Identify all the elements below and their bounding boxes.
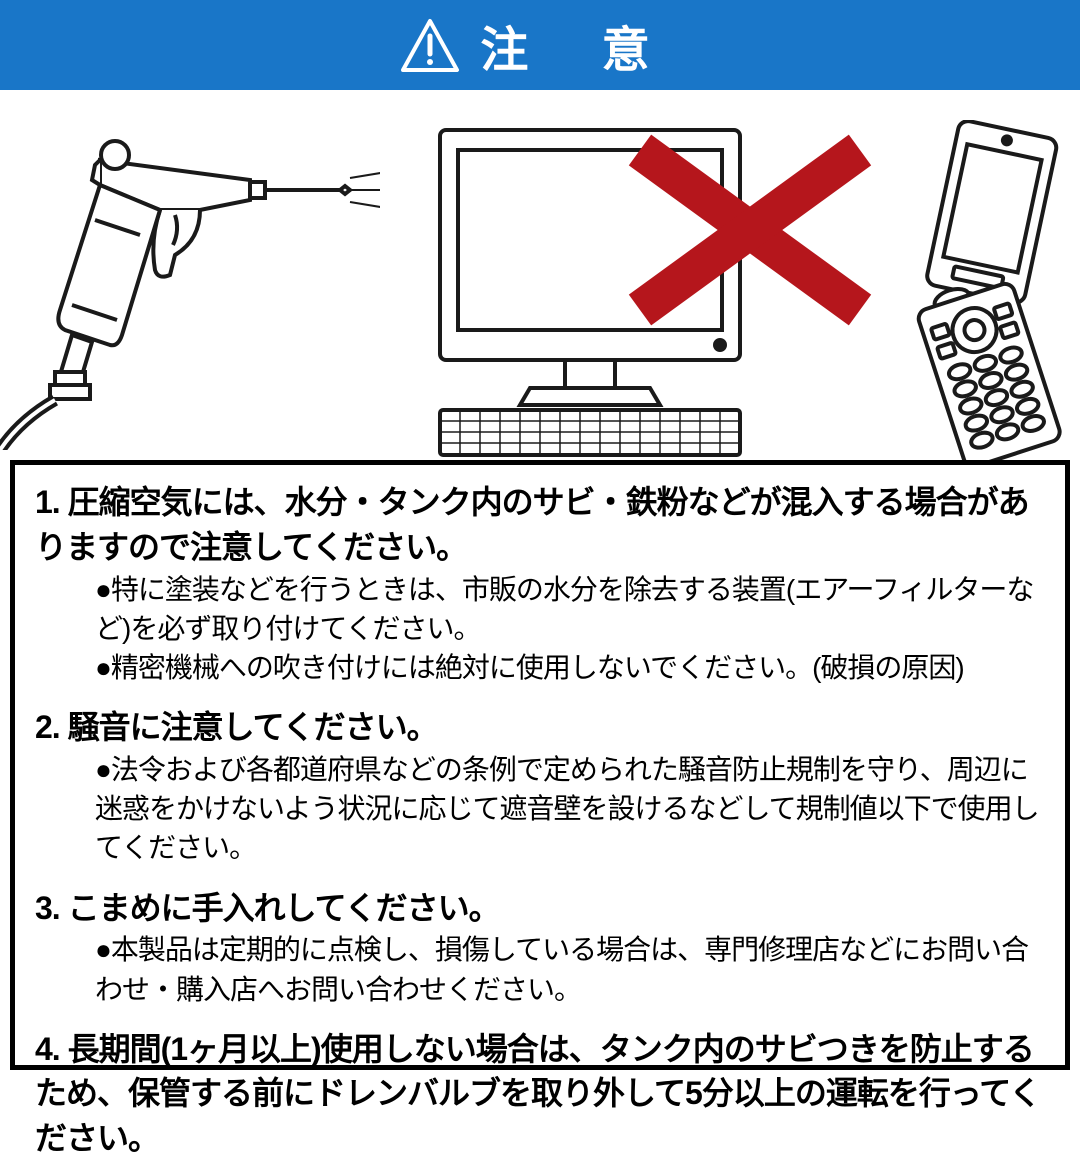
item-title: 1. 圧縮空気には、水分・タンク内のサビ・鉄粉などが混入する場合がありますので注… — [35, 480, 1045, 570]
caution-text-box: 1. 圧縮空気には、水分・タンク内のサビ・鉄粉などが混入する場合がありますので注… — [10, 460, 1070, 1070]
item-title: 2. 騒音に注意してください。 — [35, 705, 1045, 750]
caution-header: 注 意 — [0, 0, 1080, 90]
diagram-area — [0, 90, 1080, 460]
item-bullet: ●本製品は定期的に点検し、損傷している場合は、専門修理店などにお問い合わせ・購入… — [35, 930, 1045, 1008]
caution-item: 1. 圧縮空気には、水分・タンク内のサビ・鉄粉などが混入する場合がありますので注… — [35, 480, 1045, 687]
item-bullet: ●精密機械への吹き付けには絶対に使用しないでください。(破損の原因) — [35, 648, 1045, 687]
flip-phone-icon — [870, 120, 1070, 460]
warning-triangle-icon — [400, 18, 460, 73]
item-bullet: ●特に塗装などを行うときは、市販の水分を除去する装置(エアーフィルターなど)を必… — [35, 570, 1045, 648]
item-title: 4. 長期間(1ヶ月以上)使用しない場合は、タンク内のサビつきを防止するため、保… — [35, 1027, 1045, 1161]
air-gun-icon — [0, 110, 380, 450]
header-title: 注 意 — [480, 10, 679, 80]
caution-item: 3. こまめに手入れしてください。 ●本製品は定期的に点検し、損傷している場合は… — [35, 886, 1045, 1009]
item-bullet: ●法令および各都道府県などの条例で定められた騒音防止規制を守り、周辺に迷惑をかけ… — [35, 750, 1045, 868]
caution-item: 4. 長期間(1ヶ月以上)使用しない場合は、タンク内のサビつきを防止するため、保… — [35, 1027, 1045, 1161]
item-title: 3. こまめに手入れしてください。 — [35, 886, 1045, 931]
caution-item: 2. 騒音に注意してください。 ●法令および各都道府県などの条例で定められた騒音… — [35, 705, 1045, 867]
prohibition-x-icon — [620, 130, 880, 330]
